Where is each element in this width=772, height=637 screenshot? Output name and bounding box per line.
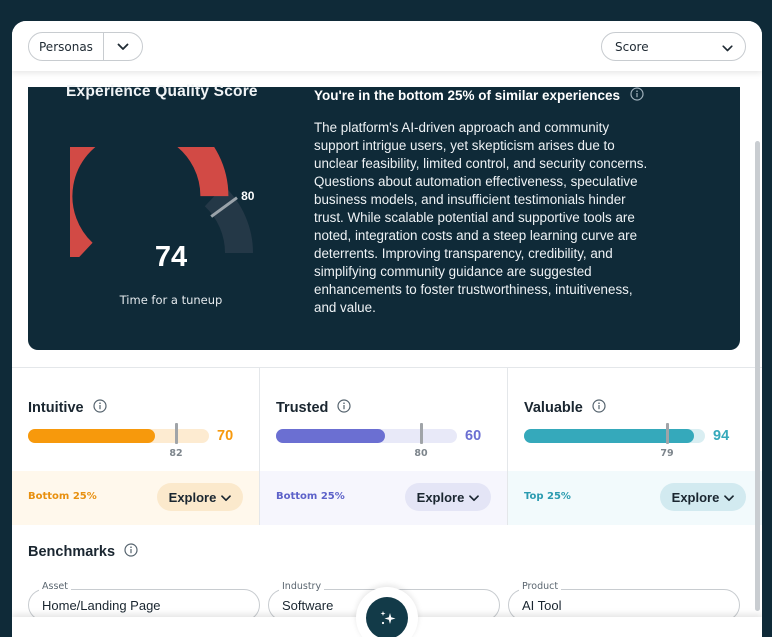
metric-title: Valuable — [524, 399, 606, 417]
metric-card-intuitive: Intuitive 82 70 Bottom 25% Explore — [12, 368, 259, 525]
summary-text: The platform's AI-driven approach and co… — [314, 119, 714, 317]
explore-button-label: Explore — [671, 489, 720, 505]
metric-benchmark-label: 80 — [414, 448, 428, 459]
asset-field[interactable]: Asset Home/Landing Page — [28, 581, 260, 621]
asset-field-value: Home/Landing Page — [42, 598, 161, 613]
metric-benchmark-marker — [666, 423, 669, 444]
assistant-button-wrap — [356, 587, 418, 637]
benchmarks-title-text: Benchmarks — [28, 544, 116, 560]
summary-line: enhancements to foster trustworthiness, … — [314, 282, 633, 297]
score-value: 74 — [154, 241, 188, 273]
metric-card-valuable: Valuable 79 94 Top 25% Explore — [508, 368, 762, 525]
summary-title-text: You're in the bottom 25% of similar expe… — [314, 88, 621, 103]
gauge-benchmark-label: 80 — [241, 189, 255, 203]
chevron-down-icon — [719, 490, 735, 505]
metric-rank-badge: Bottom 25% — [276, 491, 345, 502]
summary-line: noted, integration costs and a steep lea… — [314, 228, 638, 243]
metric-progress-track — [276, 423, 457, 444]
main-panel: Experience Quality Score 80 74 Time for … — [12, 21, 762, 637]
sparkle-icon — [380, 611, 396, 625]
summary-line: support intrigue users, yet skepticism a… — [314, 138, 615, 153]
asset-field-label: Asset — [39, 581, 71, 592]
metric-divider — [259, 368, 260, 525]
chevron-down-icon[interactable] — [104, 43, 142, 51]
metric-footer: Top 25% Explore — [508, 471, 762, 525]
metric-rank-badge: Top 25% — [524, 491, 571, 502]
metric-card-trusted: Trusted 80 60 Bottom 25% Explore — [260, 368, 507, 525]
metric-progress-fill — [276, 429, 385, 443]
metric-footer: Bottom 25% Explore — [12, 471, 259, 525]
info-icon[interactable] — [630, 87, 644, 104]
summary-line: and value. — [314, 300, 376, 315]
explore-button-label: Explore — [168, 489, 217, 505]
summary-line: deterrents. Improving transparency, cred… — [314, 246, 613, 261]
chevron-down-icon — [464, 490, 480, 505]
metric-benchmark-marker — [420, 423, 423, 444]
summary-line: business models, and insufficient testim… — [314, 192, 626, 207]
metric-progress-fill — [28, 429, 155, 443]
metric-title-text: Intuitive — [28, 400, 84, 416]
experience-quality-card: Experience Quality Score 80 74 Time for … — [28, 83, 740, 350]
score-dropdown-label: Score — [615, 39, 649, 54]
metric-cards: Intuitive 82 70 Bottom 25% Explore Trusted 80… — [12, 367, 762, 525]
dropdown-divider — [103, 32, 105, 61]
summary-line: The platform's AI-driven approach and co… — [314, 120, 610, 135]
industry-field-value: Software — [282, 598, 334, 613]
score-status: Time for a tuneup — [119, 293, 223, 307]
info-icon[interactable] — [124, 543, 138, 561]
metric-title-text: Valuable — [524, 400, 583, 416]
explore-button-label: Explore — [416, 489, 465, 505]
hero-title: Experience Quality Score — [66, 83, 258, 100]
metric-progress-fill — [524, 429, 694, 443]
summary-line: unclear feasibility, limited control, an… — [314, 156, 648, 171]
summary-line: trust. While scalable potential and supp… — [314, 210, 635, 225]
summary-line: simplifying community guidance are sugge… — [314, 264, 592, 279]
metric-progress-track — [524, 423, 705, 444]
gauge-remaining-arc — [204, 185, 254, 254]
score-dropdown[interactable]: Score — [601, 32, 746, 61]
metric-score-value: 70 — [217, 428, 234, 444]
metric-progress-track — [28, 423, 209, 444]
scrollbar[interactable] — [755, 141, 760, 611]
top-toolbar: Personas Score — [12, 21, 762, 71]
metric-score-value: 60 — [465, 428, 482, 444]
explore-button[interactable]: Explore — [660, 483, 746, 511]
metric-score-value: 94 — [713, 428, 730, 444]
metric-title-text: Trusted — [276, 400, 329, 416]
chevron-down-icon — [722, 37, 733, 56]
explore-button[interactable]: Explore — [157, 483, 243, 511]
info-icon[interactable] — [592, 399, 606, 417]
gauge-benchmark-marker — [210, 196, 238, 218]
score-gauge: 80 — [70, 147, 255, 257]
metric-benchmark-label: 82 — [169, 448, 183, 459]
metric-title: Intuitive — [28, 399, 107, 417]
metric-footer: Bottom 25% Explore — [260, 471, 507, 525]
industry-field-label: Industry — [279, 581, 325, 592]
info-icon[interactable] — [92, 399, 107, 417]
explore-button[interactable]: Explore — [405, 483, 491, 511]
assistant-button[interactable] — [366, 597, 408, 637]
metric-rank-badge: Bottom 25% — [28, 491, 97, 502]
persona-dropdown-label: Personas — [39, 39, 93, 54]
metric-benchmark-label: 79 — [660, 448, 674, 459]
persona-dropdown[interactable]: Personas — [28, 32, 143, 61]
benchmarks-title: Benchmarks — [28, 543, 138, 561]
summary-line: Questions about automation effectiveness… — [314, 174, 638, 189]
metric-title: Trusted — [276, 399, 351, 417]
summary-title: You're in the bottom 25% of similar expe… — [314, 87, 644, 104]
metric-divider — [507, 368, 508, 525]
product-field-label: Product — [519, 581, 562, 592]
chevron-down-icon — [216, 490, 232, 505]
metric-benchmark-marker — [175, 423, 178, 444]
product-field-value: AI Tool — [522, 598, 562, 613]
gauge-score-arc — [70, 147, 229, 257]
info-icon[interactable] — [337, 399, 351, 417]
